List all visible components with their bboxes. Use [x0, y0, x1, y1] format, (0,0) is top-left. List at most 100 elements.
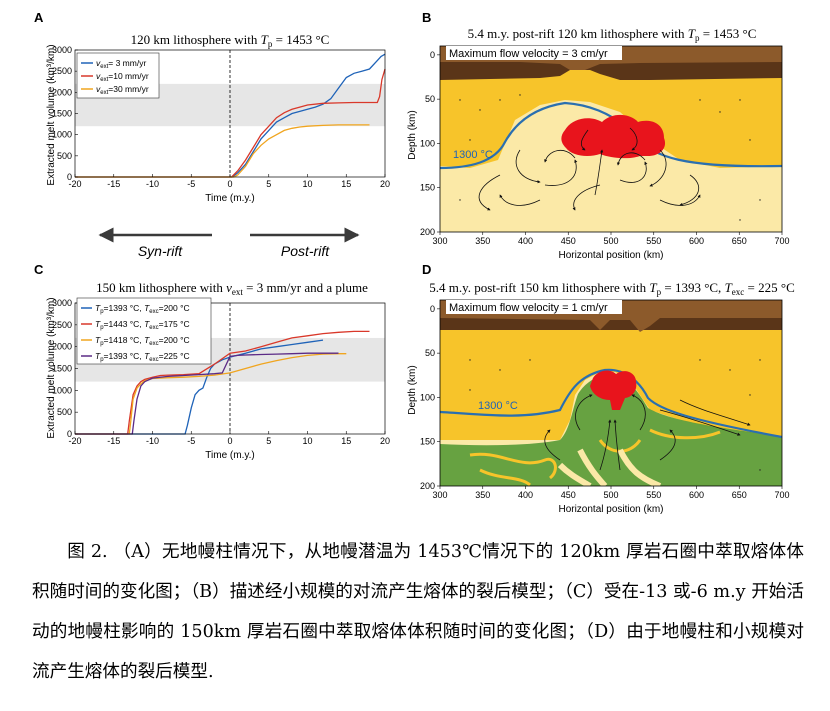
- x-tick-label: 550: [646, 490, 661, 500]
- x-tick-label: -5: [187, 436, 195, 446]
- y-tick-label: 0: [67, 429, 72, 439]
- velocity-label: Maximum flow velocity = 3 cm/yr: [449, 48, 608, 60]
- velocity-box: [446, 46, 622, 60]
- rift-arrows: Syn-rift Post-rift: [98, 227, 360, 259]
- x-tick-label: 450: [561, 490, 576, 500]
- x-tick-label: 500: [603, 490, 618, 500]
- y-tick-label: 0: [430, 50, 435, 60]
- y-tick-label: 2000: [52, 342, 72, 352]
- melt-zone: [590, 370, 637, 410]
- y-tick-label: 100: [420, 138, 435, 148]
- x-tick-label: 15: [341, 179, 351, 189]
- x-tick-label: 500: [603, 236, 618, 246]
- y-tick-label: 0: [67, 172, 72, 182]
- panel-b: B 5.4 m.y. post-rift 120 km lithosphere …: [407, 10, 790, 261]
- figure-caption: 图 2. （A）无地幔柱情况下，从地幔潜温为 1453℃情况下的 120km 厚…: [32, 532, 804, 692]
- panel-d: D 5.4 m.y. post-rift 150 km lithosphere …: [407, 262, 795, 515]
- y-tick-label: 2500: [52, 66, 72, 76]
- panel-a: A 120 km lithosphere with Tp = 1453 °C -…: [34, 10, 390, 204]
- x-tick-label: 350: [475, 236, 490, 246]
- panel-letter: B: [422, 10, 431, 25]
- panel-title: 150 km lithosphere with vext = 3 mm/yr a…: [96, 280, 368, 297]
- y-tick-label: 150: [420, 183, 435, 193]
- panel-title: 120 km lithosphere with Tp = 1453 °C: [131, 32, 330, 49]
- y-tick-label: 150: [420, 437, 435, 447]
- model-section: [440, 300, 782, 486]
- y-axis-label: Extracted melt volume (km³/km): [46, 44, 57, 185]
- y-tick-label: 1500: [52, 109, 72, 119]
- y-axis-label: Extracted melt volume (km³/km): [46, 297, 57, 438]
- isotherm-label: 1300 °C: [453, 149, 493, 161]
- legend-entry: vext=10 mm/yr: [96, 71, 149, 83]
- x-tick-label: 5: [266, 436, 271, 446]
- x-tick-label: -10: [146, 436, 159, 446]
- y-tick-label: 2500: [52, 320, 72, 330]
- y-tick-label: 200: [420, 481, 435, 491]
- x-tick-label: 300: [432, 236, 447, 246]
- series-line: [75, 53, 386, 178]
- x-tick-label: 20: [380, 436, 390, 446]
- plot-area: -20 -15 -10 -5 0 5 10 15 20 0 500 1000 1500 2000 2500 3…: [52, 45, 390, 189]
- legend-entry: Tp=1393 °C, Texc=225 °C: [95, 351, 190, 363]
- y-tick-label: 0: [430, 304, 435, 314]
- figure: A 120 km lithosphere with Tp = 1453 °C -…: [34, 10, 795, 515]
- y-axis-label: Depth (km): [407, 110, 418, 159]
- x-tick-label: 0: [227, 179, 232, 189]
- flow-dots: [469, 359, 761, 471]
- x-tick-label: 700: [774, 490, 789, 500]
- series-line: [75, 330, 370, 435]
- legend-entry: Tp=1443 °C, Texc=175 °C: [95, 319, 190, 331]
- model-section: [440, 46, 782, 232]
- x-tick-label: -15: [107, 436, 120, 446]
- mixing-streaks: [557, 448, 662, 486]
- isotherm-label: 1300 °C: [478, 400, 518, 412]
- y-tick-label: 1500: [52, 364, 72, 374]
- series-line: [75, 124, 370, 178]
- legend-entry: Tp=1393 °C, Texc=200 °C: [95, 303, 190, 315]
- x-axis-label: Time (m.y.): [205, 450, 254, 461]
- x-tick-label: 15: [341, 436, 351, 446]
- x-tick-label: 20: [380, 179, 390, 189]
- y-tick-label: 1000: [52, 130, 72, 140]
- x-tick-label: 0: [227, 436, 232, 446]
- x-tick-label: 10: [302, 436, 312, 446]
- isotherm-1300: [440, 101, 782, 170]
- flow-vectors: [478, 127, 701, 211]
- x-tick-label: 350: [475, 490, 490, 500]
- velocity-label: Maximum flow velocity = 1 cm/yr: [449, 302, 608, 314]
- velocity-box: [446, 300, 622, 314]
- x-tick-label: 650: [732, 236, 747, 246]
- x-tick-label: 700: [774, 236, 789, 246]
- legend: vext= 3 mm/yr vext=10 mm/yr vext=30 mm/y…: [76, 52, 160, 99]
- y-tick-label: 3000: [52, 45, 72, 55]
- x-tick-label: -15: [107, 179, 120, 189]
- x-tick-label: 300: [432, 490, 447, 500]
- y-tick-label: 50: [425, 94, 435, 104]
- x-axis-label: Time (m.y.): [205, 193, 254, 204]
- flow-dots: [459, 94, 761, 221]
- x-tick-label: 600: [689, 236, 704, 246]
- axes: 300 350 400 450 500 550 600 650 700 0 50 100 150 200: [420, 50, 790, 246]
- caption-text: 图 2. （A）无地幔柱情况下，从地幔潜温为 1453℃情况下的 120km 厚…: [32, 542, 804, 682]
- x-tick-label: 550: [646, 236, 661, 246]
- x-axis-label: Horizontal position (km): [558, 504, 663, 515]
- y-tick-label: 3000: [52, 298, 72, 308]
- y-tick-label: 500: [57, 151, 72, 161]
- x-tick-label: 650: [732, 490, 747, 500]
- y-axis-label: Depth (km): [407, 365, 418, 414]
- x-tick-label: 450: [561, 236, 576, 246]
- post-rift-label: Post-rift: [281, 243, 330, 259]
- x-tick-label: -20: [68, 436, 81, 446]
- panel-letter: A: [34, 10, 44, 25]
- legend-entry: vext= 3 mm/yr: [96, 58, 146, 70]
- x-tick-label: 400: [518, 490, 533, 500]
- asthenosphere: [440, 100, 782, 232]
- y-tick-label: 50: [425, 348, 435, 358]
- flow-vectors: [544, 394, 751, 471]
- x-tick-label: 400: [518, 236, 533, 246]
- y-tick-label: 500: [57, 407, 72, 417]
- series-line: [75, 352, 339, 435]
- x-tick-label: -20: [68, 179, 81, 189]
- x-axis-label: Horizontal position (km): [558, 250, 663, 261]
- axes: 300 350 400 450 500 550 600 650 700 0 50 100 150 200: [420, 304, 790, 500]
